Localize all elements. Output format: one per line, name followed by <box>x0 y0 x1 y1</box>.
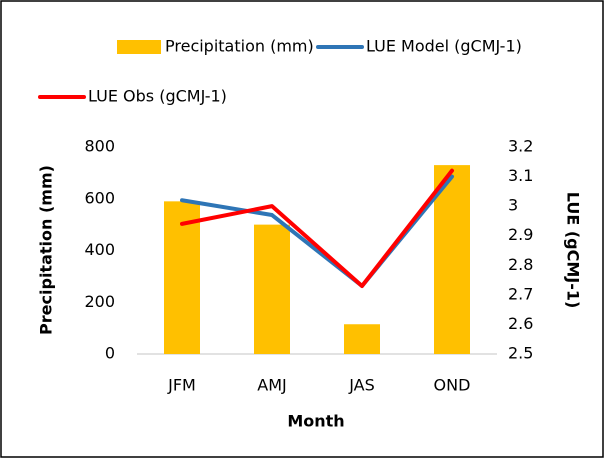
bar <box>434 165 470 354</box>
bar <box>254 224 290 354</box>
y2-tick-label: 2.8 <box>508 255 533 274</box>
legend-label: LUE Obs (gCMJ-1) <box>88 87 227 106</box>
y2-tick-label: 2.9 <box>508 225 533 244</box>
y-tick-label: 200 <box>84 292 115 311</box>
y2-tick-label: 3.2 <box>508 137 533 156</box>
x-tick-label: JFM <box>167 376 196 395</box>
y-tick-label: 0 <box>105 344 115 363</box>
y2-tick-label: 2.7 <box>508 284 533 303</box>
y2-tick-label: 2.6 <box>508 314 533 333</box>
y2-axis-title: LUE (gCMJ-1) <box>564 192 583 309</box>
legend-label: Precipitation (mm) <box>165 37 314 56</box>
bar <box>344 324 380 354</box>
bar <box>164 201 200 354</box>
y2-tick-label: 3 <box>508 196 518 215</box>
x-axis-title: Month <box>287 412 344 431</box>
legend-swatch <box>117 40 161 54</box>
legend-label: LUE Model (gCMJ-1) <box>366 37 522 56</box>
y2-tick-label: 3.1 <box>508 166 533 185</box>
y-tick-label: 400 <box>84 240 115 259</box>
y-tick-label: 600 <box>84 188 115 207</box>
line <box>180 168 454 288</box>
y2-tick-label: 2.5 <box>508 344 533 363</box>
x-tick-label: OND <box>434 376 471 395</box>
x-tick-label: AMJ <box>257 376 286 395</box>
y-axis-title: Precipitation (mm) <box>37 165 56 335</box>
y-tick-label: 800 <box>84 137 115 156</box>
x-tick-label: JAS <box>348 376 375 395</box>
